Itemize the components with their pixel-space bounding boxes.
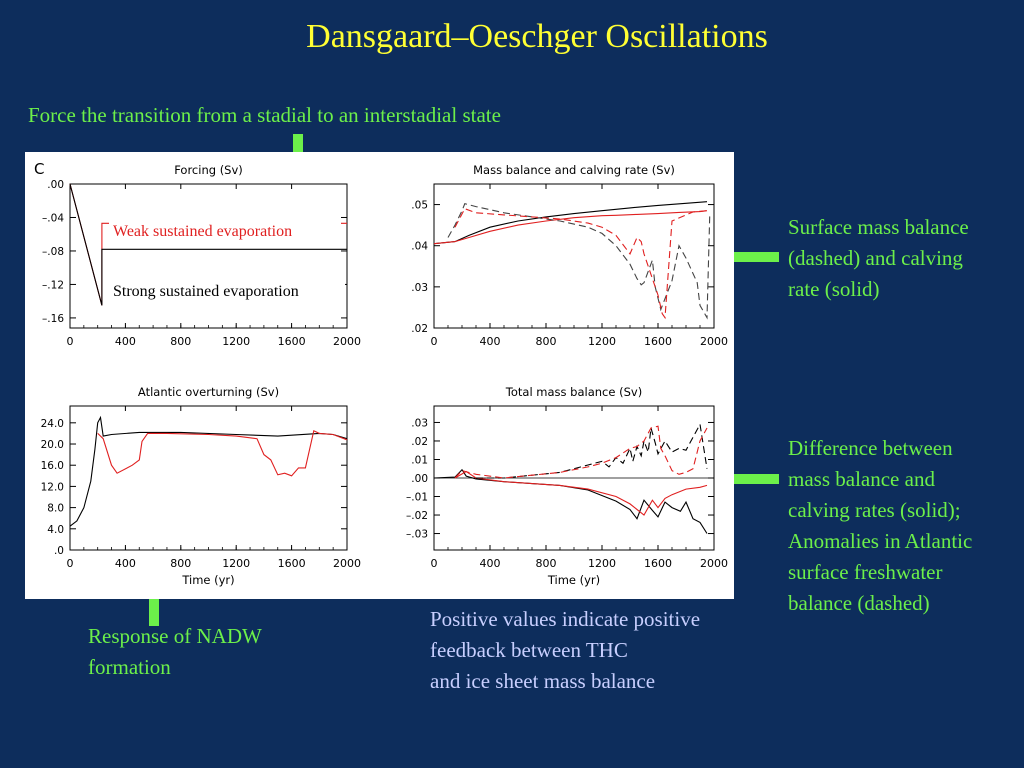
y-tick-label: .04: [411, 241, 428, 253]
note-line: Positive values indicate positive: [430, 607, 701, 631]
x-tick-label: 2000: [333, 557, 361, 570]
y-tick-label: –.01: [406, 492, 428, 504]
x-tick-label: 1200: [588, 557, 616, 570]
series-line: [454, 470, 708, 516]
y-tick-label: 8.0: [47, 503, 64, 515]
y-tick-label: .01: [411, 454, 428, 466]
x-tick-label: 2000: [700, 335, 728, 348]
annotation-bg: [109, 281, 345, 301]
x-tick-label: 1600: [644, 335, 672, 348]
top-note: Force the transition from a stadial to a…: [28, 103, 501, 127]
series-line: [447, 203, 711, 320]
x-axis-label: Time (yr): [547, 573, 600, 587]
note-line: Surface mass balance: [788, 215, 969, 239]
y-tick-label: 24.0: [41, 418, 64, 430]
x-tick-label: 1600: [278, 557, 306, 570]
x-tick-label: 400: [115, 335, 136, 348]
y-tick-label: 12.0: [41, 481, 64, 493]
x-tick-label: 800: [170, 335, 191, 348]
chart-title: Mass balance and calving rate (Sv): [473, 163, 675, 177]
y-tick-label: 16.0: [41, 460, 64, 472]
plot-frame: [433, 183, 715, 329]
y-tick-label: .02: [411, 323, 428, 335]
x-axis-label: Time (yr): [181, 573, 234, 587]
x-tick-label: 2000: [700, 557, 728, 570]
y-tick-label: .00: [411, 473, 428, 485]
y-tick-label: –.03: [406, 529, 428, 541]
y-tick-label: –.08: [42, 246, 64, 258]
difference-note: Difference between mass balance and calv…: [788, 433, 972, 619]
chart-title: Total mass balance (Sv): [505, 385, 642, 399]
y-tick-label: .05: [411, 200, 428, 212]
y-tick-label: .03: [411, 282, 428, 294]
note-line: Anomalies in Atlantic: [788, 529, 973, 553]
x-tick-label: 800: [536, 335, 557, 348]
plot-frame: [69, 183, 348, 329]
note-line: mass balance and: [788, 467, 935, 491]
x-tick-label: 400: [480, 335, 501, 348]
y-tick-label: .00: [47, 179, 64, 191]
series-line: [476, 422, 708, 479]
y-tick-label: 4.0: [47, 524, 64, 536]
nadw-note: Response of NADW formation: [88, 621, 262, 683]
series-line: [69, 183, 347, 306]
figure-panel: C Forcing (Sv) 0 400 800 1200 1600 2000.00 –.04…: [25, 152, 734, 599]
x-tick-label: 1200: [588, 335, 616, 348]
annotation-bg: [109, 221, 341, 241]
note-line: balance (dashed): [788, 591, 930, 615]
series-line: [69, 415, 348, 527]
y-tick-label: 20.0: [41, 439, 64, 451]
x-tick-label: 2000: [333, 335, 361, 348]
series-line: [433, 210, 708, 245]
chart-annotation: Weak sustained evaporation: [113, 223, 292, 240]
note-line: feedback between THC: [430, 638, 628, 662]
y-tick-label: –.12: [42, 279, 64, 291]
series-line: [433, 201, 708, 245]
slide-title: Dansgaard–Oeschger Oscillations: [306, 18, 768, 55]
chart-annotation: Strong sustained evaporation: [113, 283, 299, 300]
series-line: [454, 208, 708, 320]
series-line: [433, 468, 708, 534]
plot-frame: [69, 405, 348, 551]
x-tick-label: 0: [431, 335, 438, 348]
x-tick-label: 1600: [278, 335, 306, 348]
note-line: Difference between: [788, 436, 953, 460]
y-tick-label: –.04: [42, 212, 64, 224]
note-line: formation: [88, 655, 171, 679]
note-line: rate (solid): [788, 277, 880, 301]
feedback-note: Positive values indicate positive feedba…: [430, 604, 700, 697]
x-tick-label: 0: [67, 557, 74, 570]
mass-balance-note: Surface mass balance (dashed) and calvin…: [788, 212, 969, 305]
chart-title: Atlantic overturning (Sv): [138, 385, 279, 399]
y-tick-label: –.16: [42, 313, 64, 325]
note-line: surface freshwater: [788, 560, 943, 584]
x-tick-label: 400: [115, 557, 136, 570]
x-tick-label: 0: [431, 557, 438, 570]
x-tick-label: 400: [480, 557, 501, 570]
figure-svg: C Forcing (Sv)0 400 800 1200 1600 2000.00–.04…: [34, 160, 728, 587]
y-tick-label: .02: [411, 436, 428, 448]
x-tick-label: 1600: [644, 557, 672, 570]
x-tick-label: 1200: [222, 557, 250, 570]
x-tick-label: 800: [536, 557, 557, 570]
x-tick-label: 800: [170, 557, 191, 570]
x-tick-label: 0: [67, 335, 74, 348]
note-line: calving rates (solid);: [788, 498, 961, 522]
y-tick-label: –.02: [406, 510, 428, 522]
x-tick-label: 1200: [222, 335, 250, 348]
note-line: Response of NADW: [88, 624, 262, 648]
y-tick-label: .0: [54, 545, 64, 557]
note-line: and ice sheet mass balance: [430, 669, 656, 693]
panel-letter: C: [34, 160, 44, 178]
chart-title: Forcing (Sv): [174, 163, 243, 177]
y-tick-label: .03: [411, 417, 428, 429]
series-line: [454, 425, 708, 479]
note-line: (dashed) and calving: [788, 246, 963, 270]
series-line: [97, 430, 348, 477]
